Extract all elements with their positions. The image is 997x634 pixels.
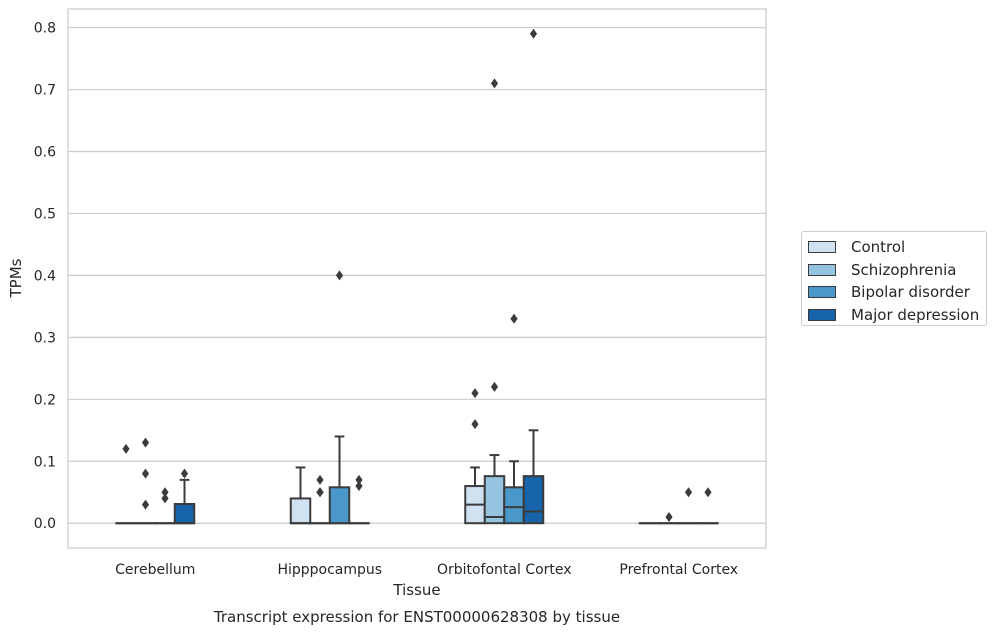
y-tick-label: 0.4 bbox=[34, 268, 56, 284]
outlier-point bbox=[665, 512, 673, 523]
x-axis-ticks: Cerebellum Hipppocampus Orbitofontal Corte… bbox=[115, 562, 738, 578]
legend-swatch-bipolar-disorder bbox=[808, 286, 836, 299]
box-body bbox=[289, 497, 312, 525]
x-tick-label: Orbitofontal Cortex bbox=[437, 562, 572, 578]
outlier-point bbox=[529, 28, 538, 39]
outlier-point bbox=[684, 487, 693, 498]
box-plot-area bbox=[115, 28, 719, 525]
y-tick-label: 0.0 bbox=[34, 516, 56, 532]
y-tick-label: 0.8 bbox=[34, 21, 56, 37]
outlier-point bbox=[161, 493, 169, 504]
box-body bbox=[173, 503, 196, 525]
outlier-point bbox=[510, 313, 518, 324]
gridlines bbox=[68, 26, 766, 524]
outlier-point bbox=[141, 499, 150, 510]
legend-label-schizophrenia: Schizophrenia bbox=[851, 260, 957, 279]
legend-swatch-control bbox=[808, 241, 836, 254]
box-group bbox=[677, 487, 700, 525]
outlier-point bbox=[355, 474, 363, 485]
y-axis-title: TPMs bbox=[7, 258, 25, 298]
outlier-point bbox=[471, 419, 479, 430]
outlier-point bbox=[471, 388, 479, 399]
y-tick-label: 0.1 bbox=[34, 454, 56, 470]
legend-item-schizophrenia: Schizophrenia bbox=[808, 259, 986, 282]
x-axis-title: Tissue bbox=[392, 581, 440, 599]
box-group bbox=[522, 28, 545, 525]
outlier-point bbox=[704, 487, 712, 498]
y-tick-label: 0.5 bbox=[34, 206, 56, 222]
legend-item-control: Control bbox=[808, 236, 986, 259]
outlier-point bbox=[316, 474, 324, 485]
legend-label-control: Control bbox=[851, 238, 906, 257]
outlier-point bbox=[335, 270, 344, 281]
y-tick-label: 0.2 bbox=[34, 392, 56, 408]
legend: Control Schizophrenia Bipolar disorder M… bbox=[801, 231, 987, 326]
box-body bbox=[328, 486, 351, 525]
legend-label-major-depression: Major depression bbox=[851, 305, 980, 324]
chart-title: Transcript expression for ENST0000062830… bbox=[213, 608, 620, 626]
legend-item-major-depression: Major depression bbox=[808, 304, 986, 327]
box-group bbox=[464, 388, 486, 525]
box-group bbox=[173, 468, 196, 525]
outlier-point bbox=[141, 468, 150, 479]
legend-swatch-schizophrenia bbox=[808, 263, 836, 276]
box-group bbox=[348, 474, 370, 525]
y-axis-ticks: 0.0 0.1 0.2 0.3 0.4 0.5 0.6 0.7 0.8 bbox=[34, 21, 56, 533]
outlier-point bbox=[316, 487, 324, 498]
box-group bbox=[134, 437, 157, 525]
outlier-point bbox=[122, 443, 130, 454]
legend-label-bipolar-disorder: Bipolar disorder bbox=[851, 283, 970, 302]
box-group bbox=[503, 313, 525, 525]
box-group bbox=[115, 443, 137, 525]
outlier-point bbox=[141, 437, 150, 448]
plot-frame bbox=[67, 8, 767, 549]
box-body bbox=[503, 486, 525, 525]
outlier-point bbox=[180, 468, 189, 479]
box-group bbox=[697, 487, 719, 525]
box-group bbox=[289, 466, 312, 525]
box-body bbox=[522, 475, 545, 525]
legend-item-bipolar-disorder: Bipolar disorder bbox=[808, 281, 986, 304]
outlier-point bbox=[490, 381, 499, 392]
outlier-point bbox=[161, 487, 169, 498]
y-tick-label: 0.7 bbox=[34, 83, 56, 99]
outlier-point bbox=[355, 481, 363, 492]
x-tick-label: Hipppocampus bbox=[277, 562, 382, 578]
box-group bbox=[483, 78, 506, 525]
x-tick-label: Prefrontal Cortex bbox=[619, 562, 738, 578]
outlier-point bbox=[490, 78, 499, 89]
box-group bbox=[154, 487, 176, 525]
x-tick-label: Cerebellum bbox=[115, 562, 195, 578]
box-group bbox=[328, 270, 351, 525]
y-tick-label: 0.6 bbox=[34, 144, 56, 160]
box-group bbox=[658, 512, 680, 525]
y-tick-label: 0.3 bbox=[34, 330, 56, 346]
legend-swatch-major-depression bbox=[808, 308, 836, 321]
box-group bbox=[309, 474, 331, 525]
